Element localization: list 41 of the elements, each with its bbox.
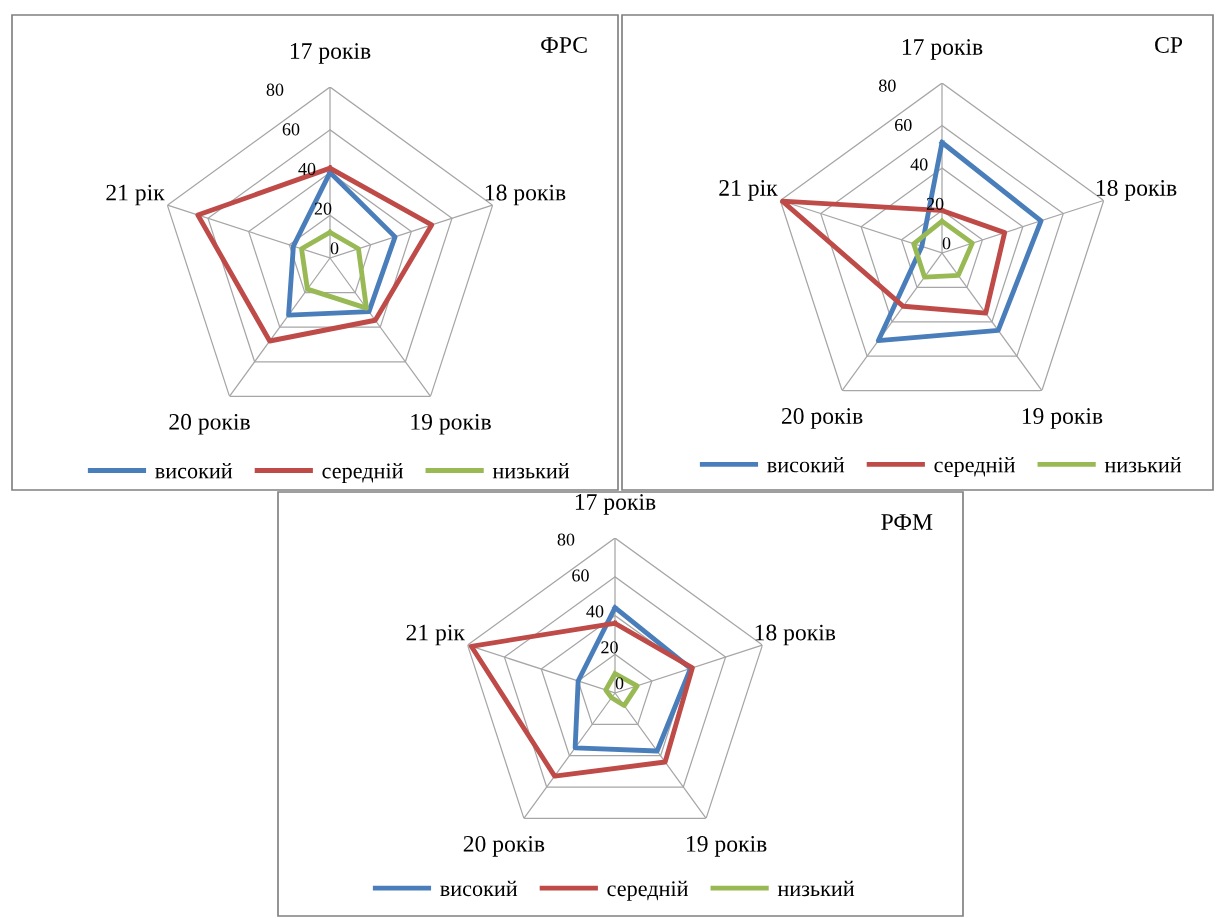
y-tick-label: 60 — [572, 569, 589, 582]
spoke-label: 18 років — [485, 184, 566, 206]
spoke-label: 21 рік — [719, 179, 778, 201]
legend-label: середній — [934, 456, 1015, 477]
spoke-label: 21 рік — [106, 184, 165, 206]
spoke-label: 19 років — [687, 835, 767, 857]
y-tick-label: 80 — [557, 533, 575, 546]
y-tick-label: 20 — [601, 641, 618, 654]
spoke-label: 18 років — [1096, 179, 1177, 201]
spoke-label: 19 років — [411, 413, 491, 435]
y-tick-label: 40 — [586, 605, 604, 618]
chart-title: ФРС — [541, 37, 587, 53]
spoke-label: 17 років — [290, 43, 371, 64]
legend-label: середній — [322, 463, 403, 483]
y-tick-label: 80 — [879, 79, 896, 92]
spoke-label: 20 років — [463, 835, 545, 857]
legend-label: низький — [492, 463, 570, 479]
spoke-label: 18 років — [755, 624, 836, 646]
text: РФМ — [881, 514, 933, 530]
legend-label: низький — [777, 880, 855, 897]
spoke-label: 20 років — [781, 408, 863, 429]
y-tick-label: 0 — [615, 677, 624, 690]
legend-label: середній — [607, 880, 688, 901]
y-tick-label: 40 — [298, 162, 316, 176]
spoke-label: 17 років — [575, 494, 656, 515]
legend-label: низький — [1104, 456, 1182, 473]
y-tick-label: 60 — [282, 123, 300, 136]
y-tick-label: 0 — [942, 237, 951, 250]
legend-label: високий — [155, 463, 233, 479]
y-tick-label: 0 — [330, 242, 339, 255]
y-tick-label: 40 — [910, 158, 928, 171]
y-tick-label: 80 — [266, 83, 284, 96]
legend-label: високий — [440, 880, 518, 897]
spoke-label: 19 років — [1022, 408, 1103, 429]
spoke-label: 17 років — [902, 39, 983, 60]
y-tick-label: 20 — [314, 202, 332, 215]
spoke-label: 21 рік — [406, 624, 465, 646]
legend-label: високий — [767, 456, 845, 473]
spoke-label: 20 років — [169, 413, 250, 435]
chart-title: СР — [1155, 37, 1183, 53]
y-tick-label: 60 — [895, 118, 912, 132]
